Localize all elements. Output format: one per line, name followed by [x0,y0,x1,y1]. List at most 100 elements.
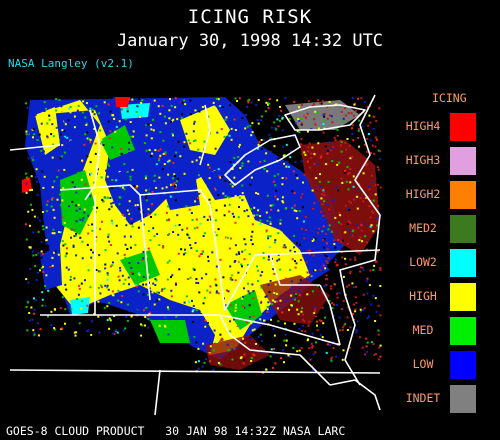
cloud-pixel [134,213,137,216]
cloud-pixel [231,212,234,215]
cloud-pixel [214,278,217,281]
cloud-pixel [288,117,291,120]
cloud-pixel [128,310,131,313]
cloud-pixel [260,148,263,151]
cloud-pixel [103,306,106,309]
cloud-pixel [341,256,344,259]
cloud-pixel [197,347,200,350]
cloud-pixel [289,156,292,159]
cloud-pixel [106,273,109,276]
cloud-pixel [261,218,264,221]
cloud-pixel [92,251,94,254]
cloud-pixel [303,115,306,118]
cloud-pixel [299,323,302,326]
cloud-pixel [317,142,320,145]
cloud-pixel [238,143,241,146]
cloud-pixel [318,202,321,205]
cloud-pixel [39,269,41,272]
cloud-pixel [97,300,100,303]
cloud-pixel [194,242,197,244]
cloud-pixel [210,310,213,313]
cloud-pixel [241,199,244,202]
cloud-pixel [219,340,222,343]
cloud-pixel [328,208,331,211]
cloud-pixel [217,106,220,109]
cloud-pixel [325,283,328,286]
cloud-pixel [180,248,183,251]
cloud-pixel [371,181,374,184]
cloud-pixel [361,346,364,349]
legend-item-high2: HIGH2 [398,181,498,209]
cloud-pixel [223,214,226,217]
cloud-pixel [378,107,381,110]
cloud-pixel [236,261,239,264]
cloud-pixel [325,218,328,221]
cloud-pixel [129,121,132,123]
cloud-pixel [147,247,150,250]
cloud-pixel [38,133,41,136]
cloud-pixel [338,221,340,224]
cloud-pixel [38,219,41,222]
cloud-pixel [241,117,244,120]
cloud-pixel [37,230,40,233]
cloud-pixel [41,298,44,301]
cloud-pixel [279,299,282,302]
cloud-pixel [104,267,107,270]
cloud-pixel [277,320,280,323]
cloud-pixel [74,132,77,135]
cloud-pixel [345,148,347,151]
cloud-pixel [43,175,46,178]
cloud-pixel [349,157,352,160]
cloud-pixel [222,334,225,337]
cloud-pixel [377,304,380,307]
cloud-pixel [194,173,197,175]
cloud-pixel [322,131,325,134]
cloud-pixel [91,108,94,111]
cloud-pixel [289,255,292,257]
cloud-pixel [356,320,359,323]
cloud-pixel [335,355,338,358]
cloud-pixel [252,353,255,356]
cloud-pixel [139,150,142,153]
cloud-pixel [121,295,124,297]
cloud-pixel [53,308,56,311]
cloud-pixel [342,299,345,302]
cloud-pixel [203,232,206,235]
cloud-pixel [191,310,194,313]
cloud-pixel [206,289,209,292]
cloud-pixel [313,154,316,156]
cloud-pixel [55,109,58,112]
cloud-pixel [154,284,157,286]
cloud-pixel [349,270,352,273]
cloud-pixel [344,114,347,117]
cloud-pixel [266,194,269,197]
cloud-pixel [259,161,262,163]
cloud-pixel [309,274,312,277]
cloud-pixel [145,197,147,200]
cloud-pixel [147,213,150,216]
cloud-pixel [259,222,262,225]
cloud-pixel [354,100,357,103]
cloud-pixel [215,190,218,193]
cloud-pixel [128,212,131,215]
cloud-pixel [379,285,382,287]
cloud-pixel [198,110,201,113]
cloud-pixel [145,124,148,127]
cloud-pixel [73,115,76,118]
cloud-pixel [238,196,241,199]
cloud-pixel [72,245,75,248]
cloud-pixel [225,107,228,110]
cloud-pixel [290,287,293,290]
cloud-pixel [306,293,309,296]
cloud-pixel [119,264,122,267]
cloud-pixel [118,108,121,111]
map-title: ICING RISK [187,6,313,28]
cloud-pixel [280,109,283,112]
cloud-pixel [313,162,316,165]
cloud-pixel [228,210,231,213]
cloud-pixel [252,362,255,364]
cloud-pixel [44,107,47,110]
cloud-pixel [32,329,35,332]
cloud-pixel [335,186,338,189]
cloud-pixel [126,319,129,322]
